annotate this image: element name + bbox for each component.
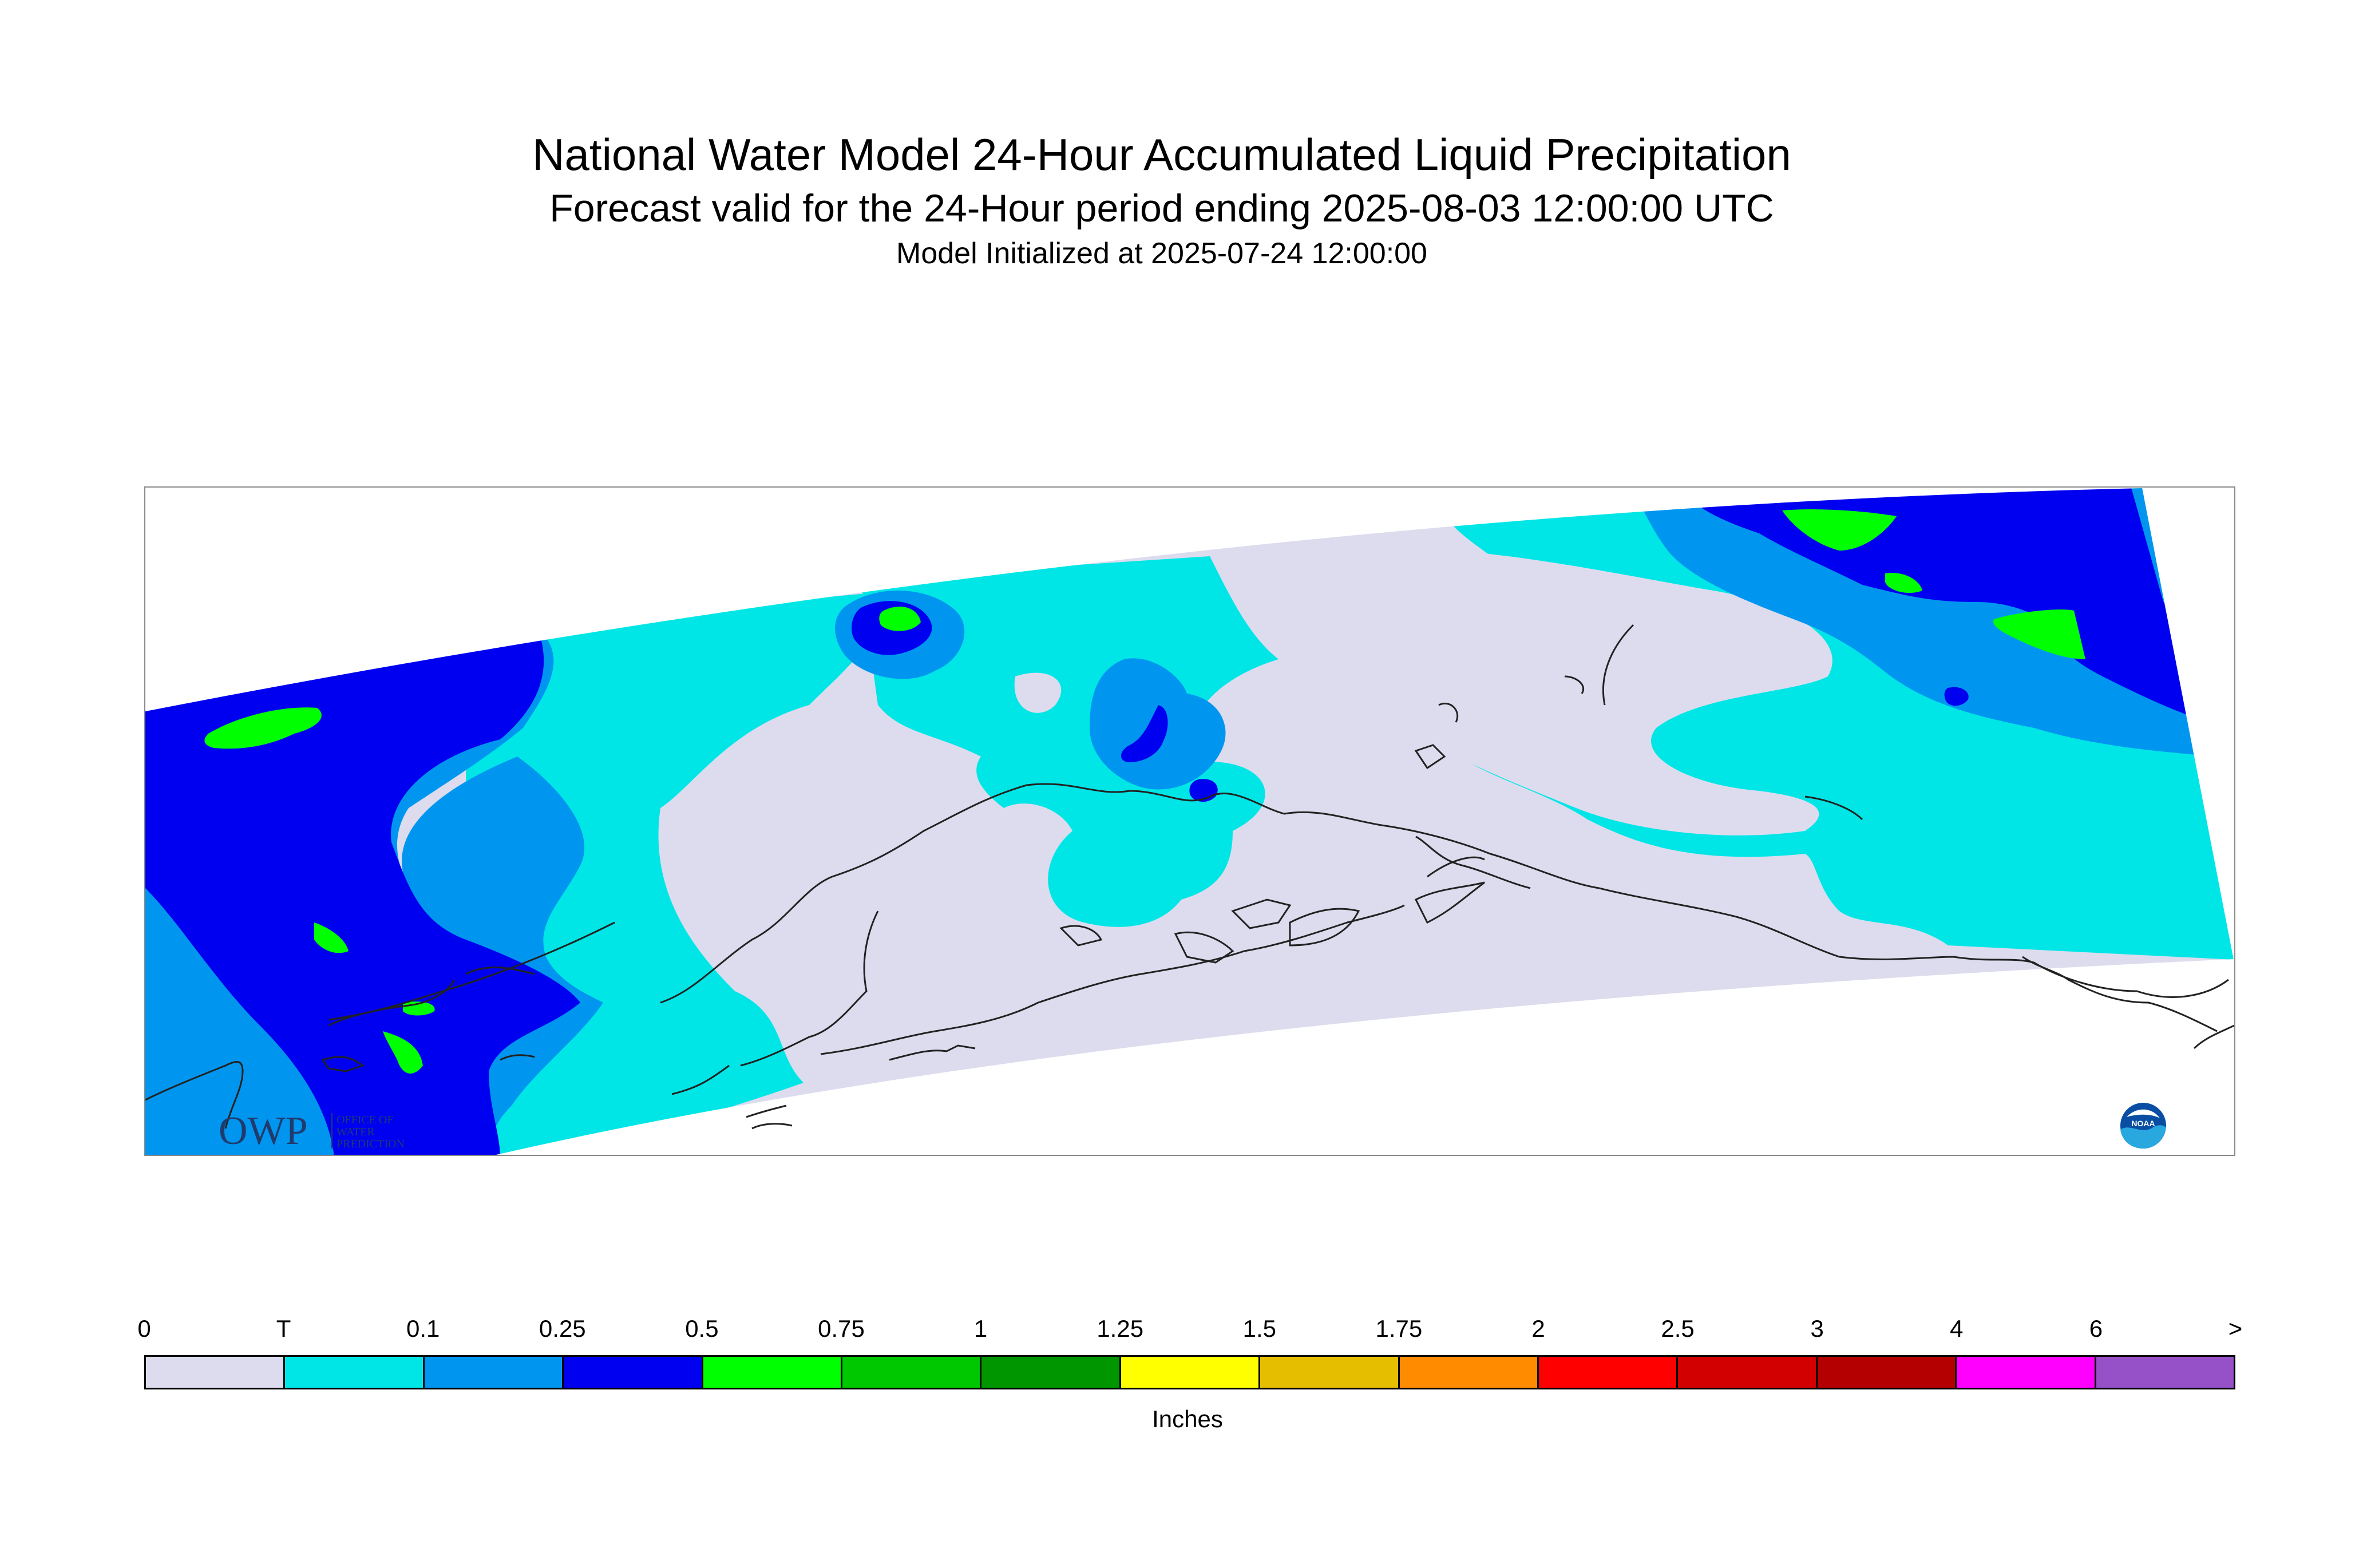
coastlines — [145, 624, 2234, 1130]
dry-pocket-north — [1014, 672, 1062, 713]
legend-label-4: 0.5 — [685, 1315, 719, 1342]
legend-swatch-0 — [146, 1357, 286, 1388]
heavy-cell-northwest — [204, 707, 322, 749]
model-init-line: Model Initialized at 2025-07-24 12:00:00 — [896, 237, 1427, 270]
legend-swatch-8 — [1260, 1357, 1400, 1388]
legend-label-12: 3 — [1810, 1315, 1824, 1342]
legend-label-1: T — [276, 1315, 291, 1342]
heavy-cell-northeast-small — [1885, 573, 1922, 593]
heavy-cell-north-center — [879, 606, 921, 631]
legend-colorbar — [144, 1355, 2235, 1389]
legend-swatch-4 — [703, 1357, 843, 1388]
heavy-cell-west — [314, 922, 349, 953]
precip-fields — [145, 488, 2234, 1155]
title-block: National Water Model 24-Hour Accumulated… — [0, 126, 2323, 274]
legend-label-7: 1.25 — [1097, 1315, 1144, 1342]
chart-title: National Water Model 24-Hour Accumulated… — [532, 129, 1791, 180]
heavy-cell-southwest-coast — [383, 1031, 423, 1074]
legend-swatch-14 — [2096, 1357, 2234, 1388]
legend-label-9: 1.75 — [1375, 1315, 1423, 1342]
owp-logo-line1: OFFICE OF — [337, 1114, 393, 1126]
map-canvas — [145, 488, 2234, 1155]
legend-swatch-1 — [285, 1357, 425, 1388]
owp-logo-line3: PREDICTION — [337, 1138, 405, 1150]
legend-swatch-5 — [842, 1357, 982, 1388]
noaa-logo: NOAA — [2119, 1101, 2168, 1150]
legend-swatch-7 — [1121, 1357, 1261, 1388]
chart-subtitle: Forecast valid for the 24-Hour period en… — [549, 187, 1774, 230]
trace-region-north — [861, 556, 1278, 927]
legend-label-11: 2.5 — [1661, 1315, 1695, 1342]
dry-pocket-east — [1347, 548, 1832, 836]
legend-swatch-3 — [564, 1357, 703, 1388]
legend-label-15: > — [2228, 1315, 2243, 1342]
legend-swatch-2 — [424, 1357, 564, 1388]
legend-swatch-11 — [1678, 1357, 1818, 1388]
moderate-cell-center — [1121, 705, 1168, 762]
heavy-cell-northeast — [1782, 509, 1897, 551]
legend-swatch-12 — [1817, 1357, 1957, 1388]
domain-edge — [145, 488, 2234, 1155]
precipitation-map: OWP OFFICE OF WATER PREDICTION NOAA — [144, 486, 2235, 1156]
moderate-cell-east — [1944, 687, 1969, 706]
legend-label-6: 1 — [973, 1315, 988, 1342]
legend-labels: 0 T 0.1 0.25 0.5 0.75 1 1.25 1.5 1.75 2 2.5 3 4 6 > — [0, 1315, 2375, 1349]
legend-units: Inches — [1152, 1405, 1223, 1432]
legend-label-13: 4 — [1950, 1315, 1964, 1342]
legend-swatch-13 — [1957, 1357, 2096, 1388]
legend-label-10: 2 — [1531, 1315, 1545, 1342]
owp-logo-line2: WATER — [337, 1126, 375, 1138]
legend-swatch-9 — [1399, 1357, 1539, 1388]
legend-swatch-6 — [981, 1357, 1121, 1388]
legend-label-2: 0.1 — [406, 1315, 440, 1342]
owp-logo: OWP OFFICE OF WATER PREDICTION — [219, 1108, 448, 1151]
owp-logo-text: OWP — [219, 1109, 308, 1151]
legend-label-8: 1.5 — [1242, 1315, 1276, 1342]
legend-swatch-10 — [1539, 1357, 1679, 1388]
legend-label-3: 0.25 — [539, 1315, 586, 1342]
legend-label-5: 0.75 — [818, 1315, 865, 1342]
legend-label-0: 0 — [137, 1315, 151, 1342]
moderate-region-west — [145, 636, 580, 1155]
legend-label-14: 6 — [2089, 1315, 2103, 1342]
heavy-cell-east — [1993, 609, 2085, 659]
noaa-logo-text: NOAA — [2131, 1119, 2155, 1128]
